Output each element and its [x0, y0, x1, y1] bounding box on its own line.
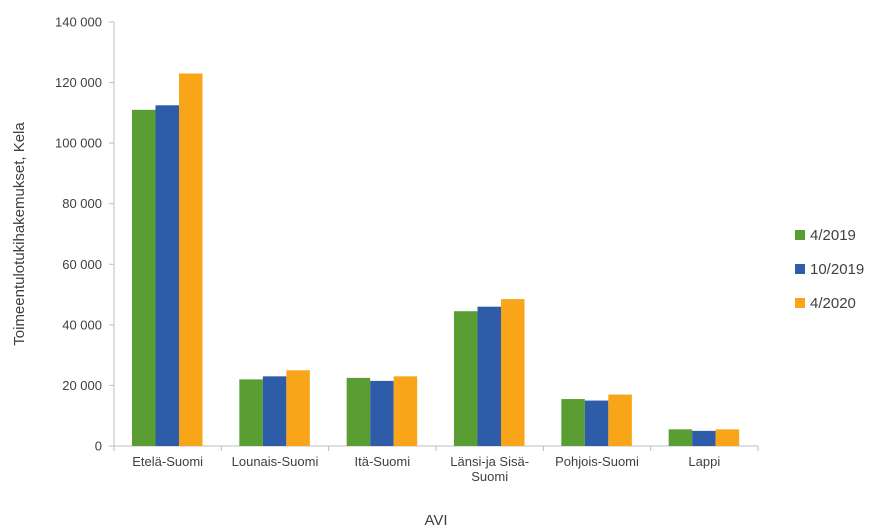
bar [179, 73, 203, 446]
y-tick-label: 120 000 [55, 75, 102, 90]
bar [561, 399, 585, 446]
x-tick-label: Lounais-Suomi [232, 454, 319, 469]
bar [715, 429, 740, 446]
bar [477, 306, 501, 446]
bar [608, 394, 632, 446]
y-tick-label: 40 000 [62, 317, 102, 332]
bar [262, 376, 287, 446]
bar [370, 380, 394, 446]
y-tick-label: 60 000 [62, 257, 102, 272]
legend-label: 4/2020 [810, 295, 856, 312]
y-axis-title: Toimeentulotukihakemukset, Kela [11, 122, 28, 346]
y-tick-label: 140 000 [55, 15, 102, 30]
y-tick-label: 80 000 [62, 196, 102, 211]
axes [113, 22, 758, 447]
legend-swatch [795, 264, 805, 274]
legend-label: 10/2019 [810, 261, 864, 278]
x-tick-label: Etelä-Suomi [132, 454, 203, 469]
x-tick-label: Lappi [688, 454, 720, 469]
x-tick-label: Itä-Suomi [355, 454, 411, 469]
bar [393, 376, 418, 446]
bar [501, 299, 525, 446]
legend-swatch [795, 230, 805, 240]
x-axis-ticks: Etelä-Suomi Lounais-Suomi Itä-Suomi Länsi-j… [113, 446, 759, 484]
legend-label: 4/2019 [810, 227, 856, 244]
bar [286, 370, 310, 446]
x-tick-label: Pohjois-Suomi [555, 454, 639, 469]
x-tick-label: Länsi-ja Sisä-Suomi [450, 454, 529, 484]
bar [239, 379, 263, 446]
legend: 4/2019 10/2019 4/2020 [795, 227, 864, 312]
bar [454, 311, 478, 446]
y-axis-ticks: 0 20 000 40 000 60 000 80 000 100 000 120 000 1… [55, 15, 114, 454]
y-tick-label: 100 000 [55, 136, 102, 151]
y-tick-label: 0 [95, 439, 102, 454]
bar [132, 109, 156, 446]
y-tick-label: 20 000 [62, 378, 102, 393]
legend-swatch [795, 298, 805, 308]
x-axis-title: AVI [424, 512, 447, 529]
bar [692, 430, 716, 446]
bar [584, 400, 609, 446]
bar [155, 105, 179, 447]
bar [668, 429, 693, 446]
bar [346, 377, 371, 446]
bars [132, 73, 740, 447]
